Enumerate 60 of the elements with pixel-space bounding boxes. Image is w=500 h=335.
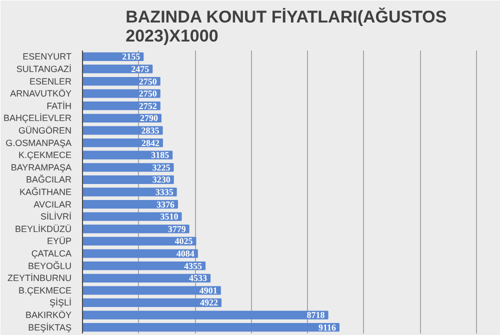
y-tick-label: BEYLİKDÜZÜ [14, 224, 72, 234]
bar [82, 286, 221, 295]
data-label: 4533 [189, 273, 208, 284]
y-tick-label: GÜNGÖREN [18, 125, 72, 136]
bar [82, 249, 198, 258]
y-tick-label: SULTANGAZİ [16, 64, 72, 74]
y-tick-label: KAĞITHANE [19, 187, 72, 197]
data-label: 2475 [131, 64, 150, 74]
data-label: 4901 [199, 285, 218, 296]
bar [82, 212, 182, 221]
y-tick-label: BEYOĞLU [28, 260, 72, 271]
y-tick-label: BEŞİKTAŞ [28, 322, 72, 332]
y-tick-label: G.OSMANPAŞA [6, 138, 72, 148]
data-label: 4922 [200, 298, 218, 308]
bar [82, 188, 177, 196]
bar [82, 274, 211, 282]
data-label: 2155 [122, 52, 141, 62]
data-label: 2842 [141, 138, 160, 148]
y-tick-label: FATİH [46, 100, 72, 111]
y-tick-label: BAHÇELİEVLER [3, 113, 72, 124]
y-tick-label: BAKIRKÖY [25, 310, 72, 320]
data-label: 2790 [140, 113, 159, 124]
data-label: 3230 [152, 174, 171, 185]
chart-title: BAZINDA KONUT FİYATLARI(AĞUSTOS 2023)X1000 [126, 6, 447, 46]
bar [82, 323, 340, 332]
y-tick-label: BAĞCILAR [26, 174, 72, 185]
y-tick-label: K.ÇEKMECE [18, 150, 72, 160]
bar [82, 64, 153, 74]
y-tick-label: ÇATALCA [31, 248, 72, 259]
data-label: 3779 [168, 224, 186, 234]
bar [82, 224, 190, 234]
data-label: 4025 [174, 236, 194, 246]
data-label: 3376 [156, 199, 175, 210]
data-label: 4355 [184, 260, 203, 271]
bar [82, 310, 328, 320]
data-label: 9116 [318, 322, 337, 332]
y-tick-label: AVCILAR [34, 199, 72, 210]
data-label: 3510 [160, 212, 179, 222]
y-tick-label: ESENLER [29, 76, 72, 86]
y-tick-label: SİLİVRİ [40, 212, 72, 222]
data-label: 3185 [151, 150, 170, 160]
data-label: 2750 [138, 76, 158, 86]
data-label: 3225 [152, 162, 171, 172]
y-tick-label: ŞİŞLİ [49, 298, 72, 308]
bar [82, 298, 222, 308]
y-tick-label: BAYRAMPAŞA [10, 162, 72, 172]
data-label: 2835 [141, 125, 160, 136]
data-label: 2750 [138, 88, 158, 99]
y-tick-label: ARNAVUTKÖY [10, 88, 72, 99]
y-tick-label: B.ÇEKMECE [18, 285, 72, 296]
data-label: 2752 [138, 100, 158, 111]
y-tick-label: EYÜP [46, 236, 72, 246]
bar [82, 262, 206, 270]
y-tick-label: ZEYTİNBURNU [8, 273, 72, 284]
data-label: 4084 [176, 248, 195, 259]
bar [82, 236, 196, 246]
y-tick-label: ESENYURT [22, 52, 72, 62]
data-label: 3335 [155, 187, 174, 197]
data-label: 8718 [306, 310, 326, 320]
bar [82, 126, 163, 135]
